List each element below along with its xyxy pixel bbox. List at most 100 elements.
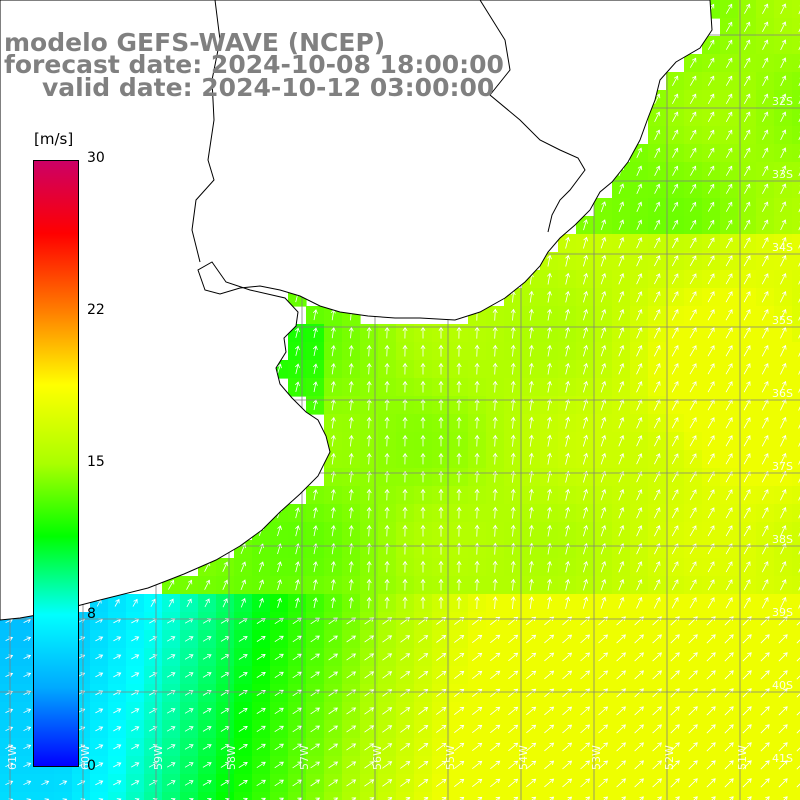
wind-arrow [402,380,408,393]
wind-cell [216,666,235,685]
wind-cell [720,792,739,800]
wind-arrow [474,488,480,501]
wind-cell [774,162,793,181]
wind-cell [198,648,217,667]
wind-arrow [636,579,643,591]
wind-arrow [798,473,800,483]
wind-arrow [798,401,800,411]
wind-cell [306,756,325,775]
wind-arrow [472,724,483,734]
wind-arrow [346,707,357,715]
wind-arrow [454,742,465,752]
wind-cell [558,648,577,667]
wind-arrow [333,797,339,800]
wind-arrow [492,380,498,393]
wind-cell [720,702,739,721]
wind-cell [90,612,109,631]
wind-arrow [636,147,643,158]
wind-cell [756,252,775,271]
wind-arrow [762,57,769,68]
wind-arrow [707,39,715,50]
wind-cell [414,612,433,631]
wind-cell [720,18,739,37]
wind-arrow [295,327,300,338]
wind-cell [756,504,775,523]
wind-arrow [312,363,318,374]
wind-arrow [382,635,393,643]
wind-arrow [778,724,788,734]
wind-cell [270,648,289,667]
wind-arrow [565,236,570,249]
wind-arrow [405,797,411,800]
wind-arrow [510,362,516,375]
wind-cell [648,270,667,289]
wind-arrow [348,578,354,591]
wind-arrow [765,796,770,800]
wind-cell [126,612,145,631]
wind-cell [360,738,379,757]
wind-arrow [402,362,408,375]
wind-arrow [583,308,589,321]
wind-arrow [492,362,498,375]
wind-cell [792,36,800,55]
wind-arrow [418,635,429,643]
wind-arrow [528,398,534,411]
wind-cell [234,702,253,721]
longitude-label: 53W [590,745,603,770]
wind-cell [774,144,793,163]
wind-arrow [402,326,408,339]
wind-cell [306,702,325,721]
wind-arrow [310,743,321,751]
wind-arrow [400,761,411,769]
wind-arrow [689,435,697,447]
wind-cell [756,396,775,415]
wind-arrow [616,688,626,698]
wind-cell [648,108,667,127]
wind-cell [180,792,199,800]
wind-cell [144,684,163,703]
wind-cell [630,684,649,703]
wind-cell [792,702,800,721]
wind-cell [666,72,685,91]
wind-cell [180,720,199,739]
wind-arrow [23,726,32,732]
wind-arrow [798,437,800,447]
wind-cell [756,702,775,721]
wind-arrow [654,273,661,285]
wind-arrow [238,672,248,678]
wind-cell [792,414,800,433]
wind-cell [792,54,800,73]
wind-cell [612,774,631,793]
wind-arrow [313,525,318,537]
wind-arrow [653,381,661,393]
wind-arrow [510,416,516,429]
wind-cell [792,90,800,109]
wind-arrow [456,434,462,447]
wind-arrow [798,419,800,429]
wind-cell [774,558,793,577]
wind-arrow [671,507,679,519]
wind-arrow [472,670,483,680]
wind-arrow [707,597,715,609]
wind-arrow [565,578,570,591]
wind-arrow [544,706,555,716]
wind-arrow [565,452,570,465]
wind-arrow [743,237,751,249]
wind-arrow [688,724,698,734]
wind-arrow [744,21,751,32]
wind-arrow [762,75,769,86]
wind-arrow [725,147,733,158]
wind-arrow [528,524,534,537]
wind-arrow [240,579,247,591]
wind-cell [792,72,800,91]
wind-cell [792,720,800,739]
wind-arrow [400,635,411,643]
wind-arrow [366,506,372,519]
wind-cell [576,792,595,800]
wind-arrow [760,634,770,644]
wind-cell [450,648,469,667]
wind-cell [792,198,800,217]
wind-cell [342,648,361,667]
wind-arrow [653,327,661,339]
wind-cell [558,612,577,631]
